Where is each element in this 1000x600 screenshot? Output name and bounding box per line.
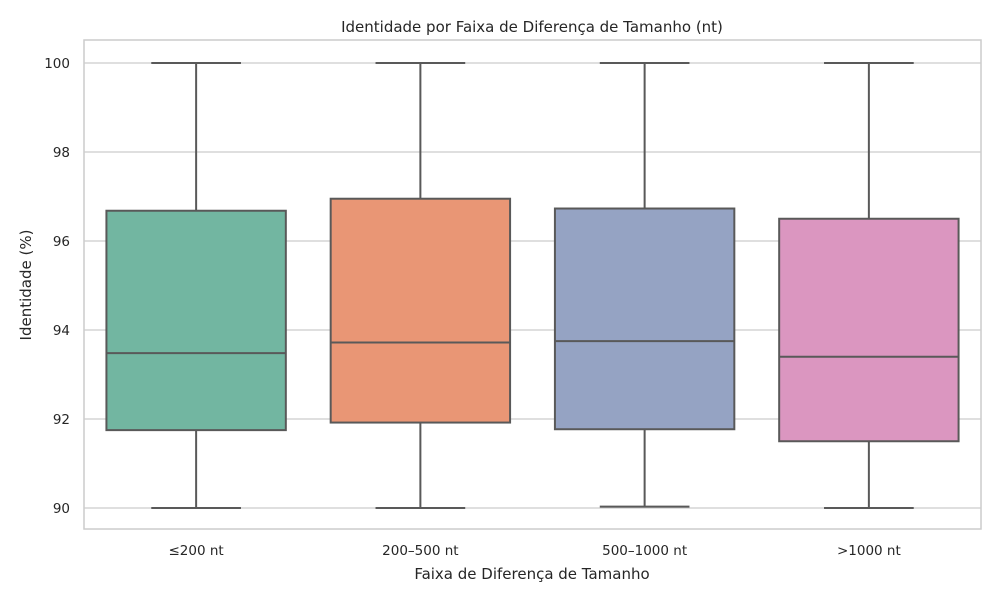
- y-tick-label: 90: [53, 501, 70, 517]
- box-group: [778, 62, 960, 509]
- plot-frame: [83, 39, 982, 530]
- y-tick-label: 92: [53, 412, 70, 428]
- y-tick-label: 100: [44, 56, 70, 72]
- iqr-box: [329, 197, 512, 424]
- y-axis-label: Identidade (%): [17, 230, 35, 341]
- box-group: [329, 62, 512, 509]
- y-tick-label: 94: [53, 323, 70, 339]
- iqr-box: [778, 217, 960, 443]
- x-tick-label: >1000 nt: [837, 543, 901, 559]
- y-tick-label: 96: [53, 234, 70, 250]
- x-tick-label: 500–1000 nt: [602, 543, 687, 559]
- y-tick-label: 98: [53, 145, 70, 161]
- iqr-box: [553, 207, 736, 431]
- chart-title: Identidade por Faixa de Diferença de Tam…: [341, 18, 723, 36]
- iqr-box: [105, 209, 287, 432]
- x-tick-label: ≤200 nt: [169, 543, 224, 559]
- box-group: [553, 62, 736, 508]
- x-axis-label: Faixa de Diferença de Tamanho: [414, 565, 649, 583]
- y-axis-ticks: 90 92 94 96 98 100: [44, 56, 70, 517]
- box-series: [105, 62, 960, 509]
- x-axis-ticks: ≤200 nt 200–500 nt 500–1000 nt >1000 nt: [169, 543, 901, 559]
- x-tick-label: 200–500 nt: [382, 543, 458, 559]
- box-group: [105, 62, 287, 509]
